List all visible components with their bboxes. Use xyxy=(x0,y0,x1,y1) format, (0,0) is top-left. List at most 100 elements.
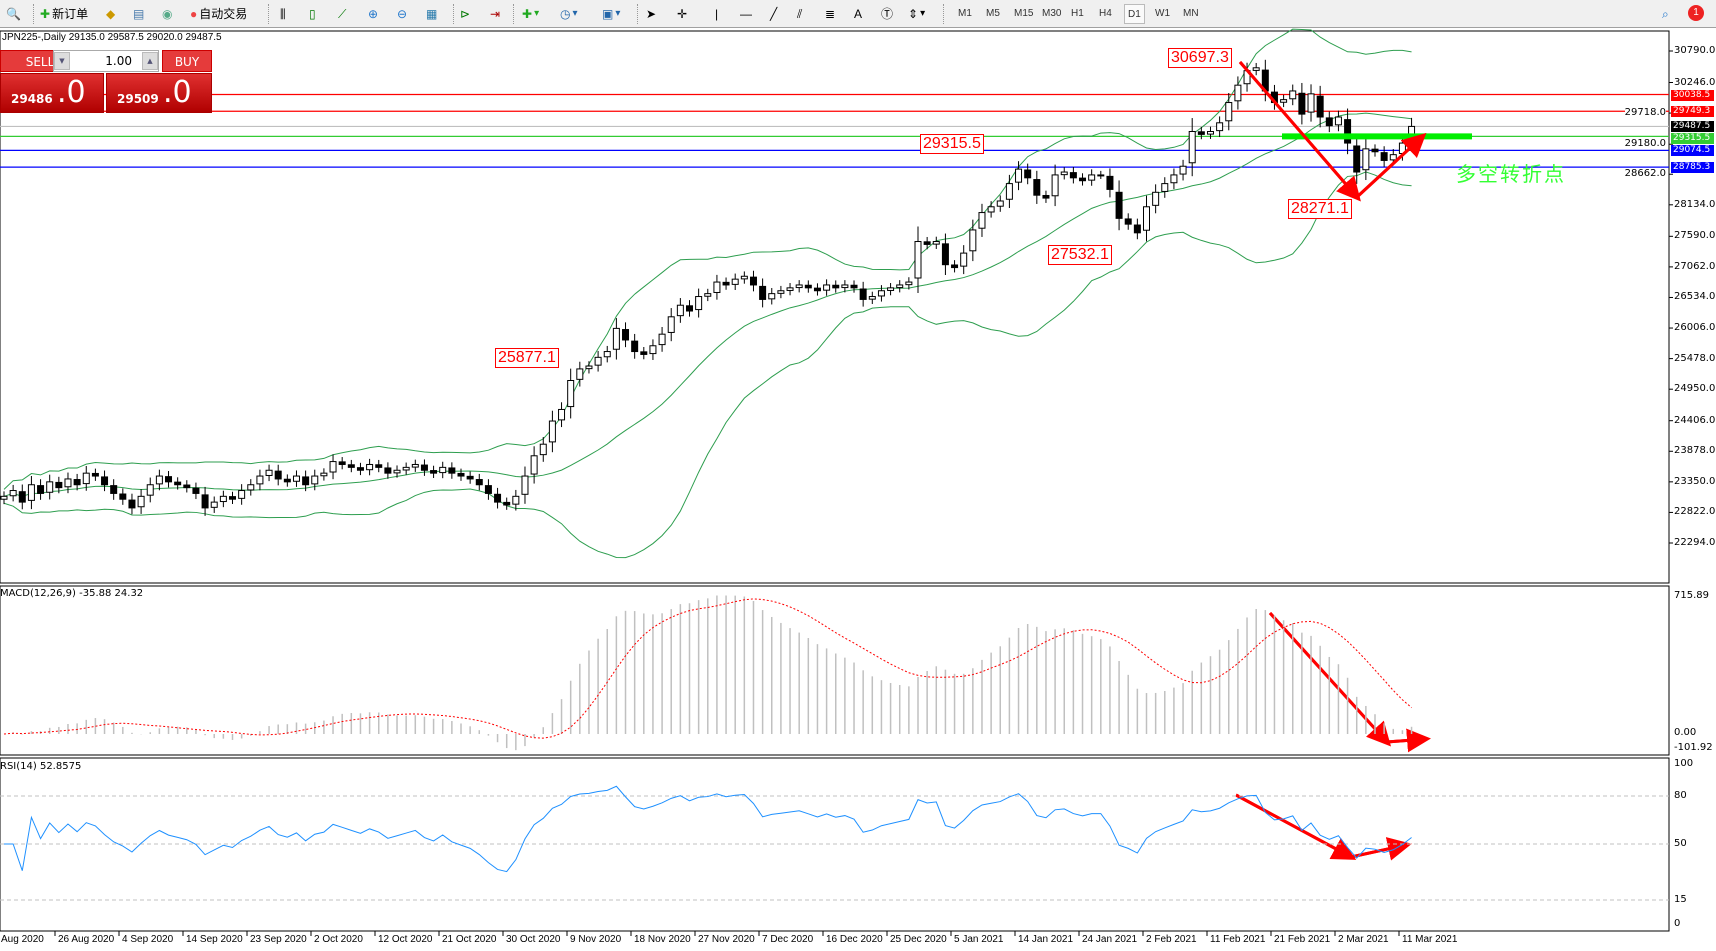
candle-bear xyxy=(1353,145,1361,173)
price-tick: 26534.0 xyxy=(1674,291,1716,303)
candle-bear xyxy=(1079,177,1087,182)
price-tick: 23878.0 xyxy=(1674,445,1716,457)
timeframe-h1[interactable]: H1 xyxy=(1071,8,1084,19)
new-order-button[interactable]: ✚ 新订单 xyxy=(40,3,88,25)
candle-bull xyxy=(0,495,8,500)
tile-windows-icon[interactable]: ▦ xyxy=(426,7,438,21)
buy-button[interactable]: BUY xyxy=(162,50,212,72)
candle-bear xyxy=(941,243,949,266)
timeframe-m1[interactable]: M1 xyxy=(958,8,972,19)
fibonacci-icon[interactable]: ≣ xyxy=(825,7,836,21)
candle-bear xyxy=(384,467,392,474)
candle-bull xyxy=(64,478,72,488)
candle-bear xyxy=(128,499,136,509)
candle-bull xyxy=(1170,174,1178,184)
timeframe-m5[interactable]: M5 xyxy=(986,8,1000,19)
date-label: 12 Oct 2020 xyxy=(378,934,433,945)
candle-bear xyxy=(1115,191,1123,219)
candle-bear xyxy=(174,481,182,486)
timeframe-m30[interactable]: M30 xyxy=(1042,8,1062,19)
chart-shift-icon[interactable]: ⊳ xyxy=(460,7,471,21)
candle-bear xyxy=(110,485,118,494)
candle-bull xyxy=(969,229,977,252)
chart-canvas[interactable] xyxy=(0,28,1716,951)
candle-bull xyxy=(1152,191,1160,206)
date-label: 26 Aug 2020 xyxy=(58,934,115,945)
equidistant-channel-icon[interactable]: ⫽ xyxy=(797,7,803,21)
candle-bear xyxy=(119,493,127,500)
magnifier-icon[interactable]: 🔍 xyxy=(6,7,21,21)
zoom-out-icon[interactable]: ⊖ xyxy=(397,7,408,21)
annotation-low-mar[interactable]: 28271.1 xyxy=(1288,199,1352,219)
price-tick: 28662.0 xyxy=(1624,168,1666,180)
turning-point-text[interactable]: 多空转折点 xyxy=(1456,162,1566,186)
cursor-icon[interactable]: ➤ xyxy=(646,7,657,21)
candle-bull xyxy=(82,472,90,485)
rsi-tick: 50 xyxy=(1674,838,1687,849)
buy-price-box[interactable]: 29509 .0 xyxy=(106,73,212,113)
periods-dropdown[interactable]: ◷ ▾ xyxy=(560,7,578,21)
separator xyxy=(943,4,944,24)
candle-bull xyxy=(411,463,419,468)
search-icon[interactable]: ⌕ xyxy=(1662,7,1669,21)
autoscroll-icon[interactable]: ⇥ xyxy=(490,7,501,21)
text-label-icon[interactable]: Ⓣ xyxy=(881,7,894,21)
line-chart-icon[interactable]: ⟋ xyxy=(338,7,347,21)
signals-icon[interactable]: ◉ xyxy=(162,7,173,21)
candle-bull xyxy=(960,252,968,267)
timeframe-m15[interactable]: M15 xyxy=(1014,8,1034,19)
lots-increase-button[interactable]: ▲ xyxy=(142,52,158,70)
annotation-zone[interactable]: 29315.5 xyxy=(920,134,984,154)
text-icon[interactable]: A xyxy=(854,7,863,21)
indicators-dropdown[interactable]: ✚ ▾ xyxy=(522,7,540,21)
sell-price-box[interactable]: 29486 .0 xyxy=(0,73,104,113)
annotation-high[interactable]: 30697.3 xyxy=(1168,48,1232,68)
timeframe-mn[interactable]: MN xyxy=(1183,8,1199,19)
bar-chart-icon[interactable]: ⫼ xyxy=(280,7,286,21)
candle-bear xyxy=(165,476,173,483)
candle-bull xyxy=(402,466,410,471)
crosshair-icon[interactable]: ✛ xyxy=(677,7,688,21)
candle-bull xyxy=(603,351,611,358)
auto-trading-button[interactable]: ● 自动交易 xyxy=(190,3,247,25)
candle-bull xyxy=(695,296,703,311)
lots-input[interactable]: 1.00 xyxy=(53,50,159,72)
candle-bear xyxy=(1197,131,1205,135)
candle-bull xyxy=(238,490,246,499)
timeframe-d1[interactable]: D1 xyxy=(1124,4,1145,24)
candle-bear xyxy=(484,485,492,494)
date-label: 14 Jan 2021 xyxy=(1018,934,1074,945)
price-up-arrow-head xyxy=(1355,132,1427,199)
price-tick: 22294.0 xyxy=(1674,537,1716,548)
annotation-low-jan[interactable]: 27532.1 xyxy=(1048,245,1112,265)
timeframe-h4[interactable]: H4 xyxy=(1099,8,1112,19)
candle-bull xyxy=(1206,130,1214,135)
rsi-tick: 15 xyxy=(1674,894,1687,905)
trendline-icon[interactable]: ╱ xyxy=(770,7,778,21)
vertical-line-icon[interactable]: | xyxy=(715,7,719,21)
lots-decrease-button[interactable]: ▼ xyxy=(54,52,70,70)
candle-bear xyxy=(1033,179,1041,196)
date-label: 23 Sep 2020 xyxy=(250,934,307,945)
candle-bull xyxy=(786,287,794,291)
date-label: 21 Feb 2021 xyxy=(1274,934,1331,945)
candle-bear xyxy=(338,461,346,465)
buy-price: 29509 xyxy=(117,92,159,106)
bollinger-lower xyxy=(3,171,1412,559)
candlestick-chart-icon[interactable]: ▯ xyxy=(309,7,316,21)
zoom-in-icon[interactable]: ⊕ xyxy=(368,7,379,21)
price-tick: 24950.0 xyxy=(1674,383,1716,395)
candle-bull xyxy=(576,368,584,380)
timeframe-w1[interactable]: W1 xyxy=(1155,8,1170,19)
macd-tick: -101.92 xyxy=(1674,742,1713,753)
annotation-low-nov[interactable]: 25877.1 xyxy=(495,348,559,368)
terminal-icon[interactable]: ▤ xyxy=(133,7,145,21)
horizontal-line-icon[interactable]: — xyxy=(740,7,752,21)
candle-bull xyxy=(265,469,273,476)
navigator-icon[interactable]: ◆ xyxy=(106,7,116,21)
price-tick: 29718.0 xyxy=(1624,107,1666,119)
notification-badge[interactable]: 1 xyxy=(1688,5,1704,21)
arrows-dropdown[interactable]: ⇕ ▾ xyxy=(908,7,926,21)
auto-trading-icon: ● xyxy=(190,7,198,21)
templates-dropdown[interactable]: ▣ ▾ xyxy=(602,7,621,21)
